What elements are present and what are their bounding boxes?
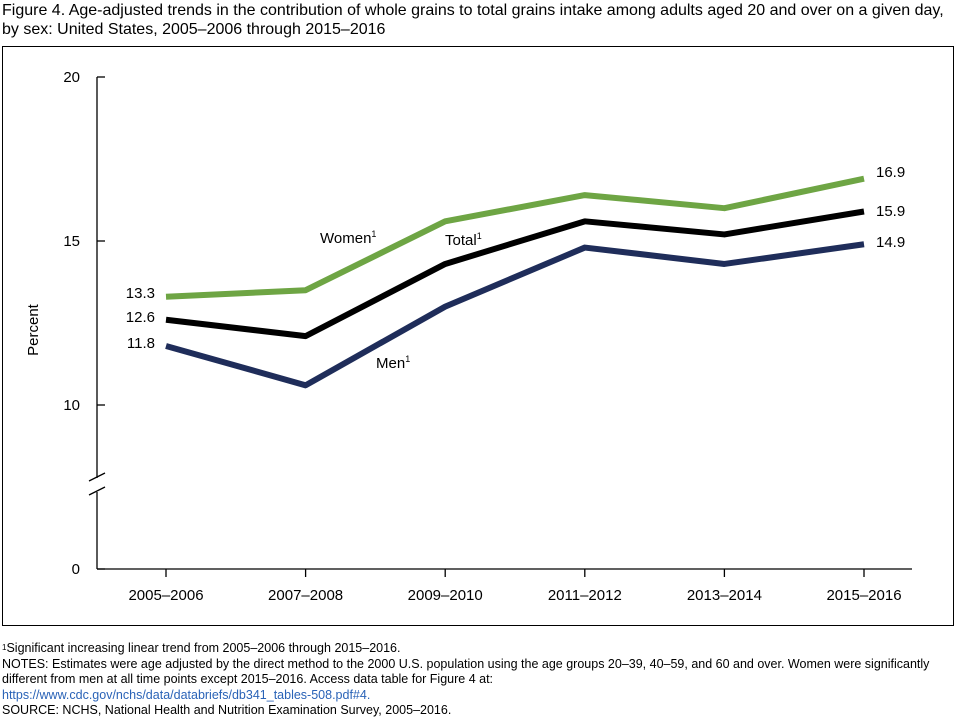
x-tick-label: 2009–2010 <box>408 587 483 604</box>
line-chart: 0 10 15 20 Percent 2005–2006 2007–2008 2009–201… <box>25 69 912 604</box>
x-tick-label: 2005–2006 <box>128 587 203 604</box>
data-label: 12.6 <box>126 309 155 326</box>
series-line-women <box>165 175 865 300</box>
y-tick-label: 10 <box>63 397 80 414</box>
x-tick-label: 2011–2012 <box>548 587 622 604</box>
data-label: 14.9 <box>876 234 905 251</box>
data-label: 11.8 <box>127 335 155 352</box>
axis-break-mark <box>88 472 106 482</box>
data-table-link[interactable]: https://www.cdc.gov/nchs/data/databriefs… <box>2 687 371 702</box>
series-line-men <box>165 241 865 389</box>
data-label: 15.9 <box>876 203 905 220</box>
y-axis-label: Percent <box>25 303 42 356</box>
significance-footnote: 1Significant increasing linear trend fro… <box>2 641 401 655</box>
notes-text: NOTES: Estimates were age adjusted by th… <box>2 656 930 687</box>
chart-frame <box>2 46 954 626</box>
series-label-women: Women1 <box>320 229 376 247</box>
x-tick-label: 2015–2016 <box>826 587 901 604</box>
series-line-total <box>165 208 865 340</box>
y-tick-label: 20 <box>63 69 80 86</box>
source-text: SOURCE: NCHS, National Health and Nutrit… <box>2 703 452 718</box>
data-label: 13.3 <box>126 285 155 302</box>
figure-title: Figure 4. Age-adjusted trends in the con… <box>2 2 944 38</box>
x-tick-label: 2013–2014 <box>687 587 762 604</box>
series-label-men: Men1 <box>376 354 410 372</box>
x-tick-label: 2007–2008 <box>268 587 343 604</box>
series-label-total: Total1 <box>445 231 482 249</box>
data-label: 16.9 <box>876 164 905 181</box>
y-tick-label: 15 <box>63 233 80 250</box>
footnotes: 1Significant increasing linear trend fro… <box>2 641 957 719</box>
axis-break-mark <box>88 486 106 496</box>
y-tick-label: 0 <box>72 561 80 578</box>
